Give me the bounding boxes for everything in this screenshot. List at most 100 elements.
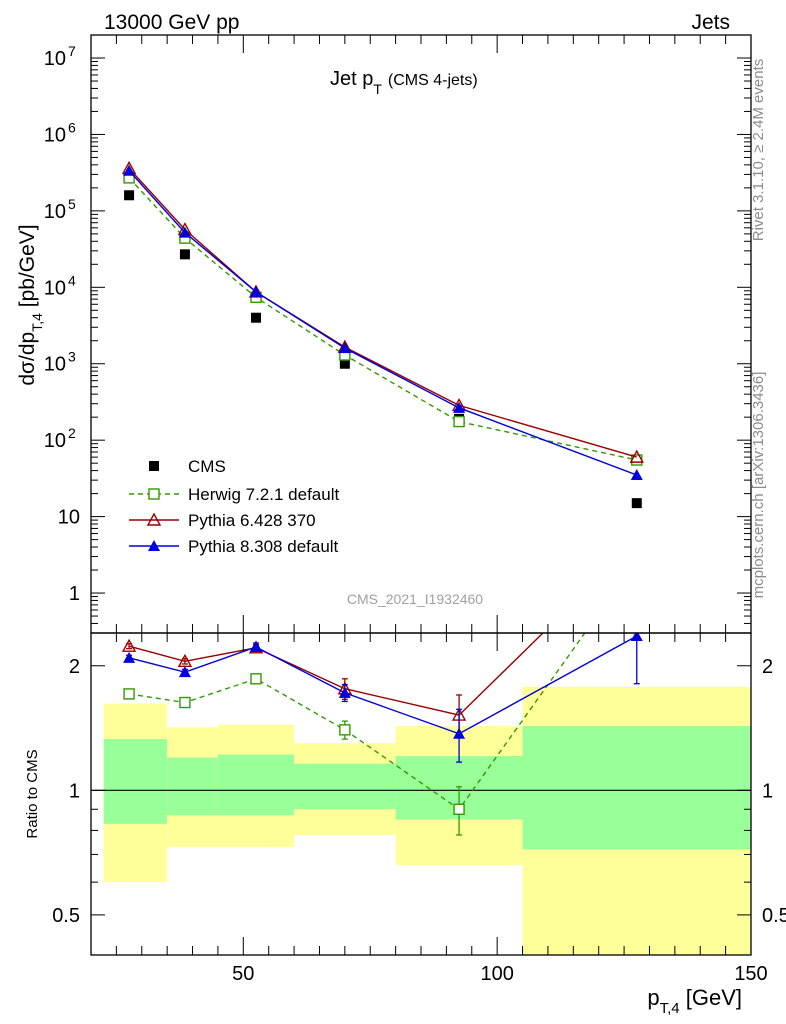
ratio-point <box>123 651 136 663</box>
main-y-tick-exponent: 7 <box>68 43 76 59</box>
legend-item: Herwig 7.2.1 default <box>129 485 339 504</box>
main-y-tick-exponent: 6 <box>68 119 76 135</box>
ratio-y-tick-label-left: 2 <box>69 656 80 678</box>
data-point <box>453 401 466 413</box>
legend-label: CMS <box>188 457 226 476</box>
main-x-ticks <box>115 35 752 633</box>
rivet-version-text: Rivet 3.1.10, ≥ 2.4M events <box>750 59 767 242</box>
inner-band <box>294 763 396 810</box>
inner-band <box>167 757 218 816</box>
data-point <box>124 190 135 201</box>
main-y-tick-label: 10 <box>44 124 66 146</box>
header-left: 13000 GeV pp <box>104 11 239 34</box>
ratio-y-axis-label: Ratio to CMS <box>24 749 41 838</box>
data-point <box>250 285 262 297</box>
main-y-tick-exponent: 4 <box>68 272 76 288</box>
ratio-point <box>339 724 351 736</box>
series-line <box>128 170 638 476</box>
ratio-point <box>123 688 135 700</box>
data-point <box>178 226 191 238</box>
plot-title-note: (CMS 4-jets) <box>388 72 478 89</box>
data-point <box>339 358 350 369</box>
main-y-tick-label: 10 <box>44 201 66 223</box>
legend-marker <box>149 461 159 471</box>
ratio-point <box>121 638 137 652</box>
ratio-point <box>179 696 191 709</box>
ratio-point <box>250 641 262 653</box>
main-y-tick-label: 10 <box>44 354 66 376</box>
data-point <box>123 164 136 176</box>
ratio-y-tick-label-right: 0.5 <box>762 905 786 927</box>
ratio-point <box>631 535 643 546</box>
series-line <box>128 167 637 458</box>
data-point <box>338 342 351 354</box>
series-pythia-6-428-370 <box>121 160 644 463</box>
series-herwig-7-2-1-default <box>123 172 643 466</box>
data-point <box>631 498 642 509</box>
main-y-tick-exponent: 2 <box>68 425 76 441</box>
ratio-line <box>128 633 586 811</box>
mcplots-reference-text: mcplots.cern.ch [arXiv:1306.3436] <box>750 372 767 599</box>
data-point <box>453 415 465 428</box>
y-axis-label: dσ/dpT,4 [pb/GeV] <box>16 224 45 385</box>
ratio-point <box>250 673 262 685</box>
uncertainty-bands <box>103 686 751 955</box>
ratio-point <box>630 633 643 642</box>
legend-marker <box>146 512 162 526</box>
legend-item: Pythia 8.308 default <box>129 537 339 556</box>
ratio-x-tick-label: 150 <box>734 963 767 985</box>
data-point <box>629 449 644 463</box>
legend-item: CMS <box>149 457 226 476</box>
x-axis-label: pT,4 [GeV] <box>647 985 742 1017</box>
plot-title: Jet pT (CMS 4-jets) <box>330 68 478 97</box>
series-pythia-8-308-default <box>123 164 643 481</box>
chart-decorations: Rivet 3.1.10, ≥ 2.4M events mcplots.cern.… <box>750 59 767 599</box>
plot-title-sub: T <box>373 81 382 97</box>
ratio-line <box>128 633 544 716</box>
ratio-y-tick-label-right: 1 <box>762 780 773 802</box>
ratio-point <box>632 555 642 565</box>
inner-band <box>103 739 168 824</box>
main-y-tick-exponent: 5 <box>68 196 76 212</box>
inner-band <box>522 726 751 850</box>
ratio-point <box>338 686 351 698</box>
ratio-y-tick-label-left: 1 <box>69 780 80 802</box>
main-y-tick-label: 10 <box>58 507 80 529</box>
ratio-herwig-7-2-1-default <box>123 555 642 836</box>
main-y-tick-label: 10 <box>44 48 66 70</box>
ratio-line <box>128 635 638 735</box>
ratio-pythia-8-308-default <box>123 633 643 763</box>
legend-label: Herwig 7.2.1 default <box>188 485 339 504</box>
legend-marker <box>148 488 160 500</box>
ratio-series-group <box>121 535 643 836</box>
ratio-x-tick-label: 100 <box>480 963 513 985</box>
main-y-tick-label: 10 <box>44 277 66 299</box>
main-series-group <box>121 160 644 509</box>
inner-band <box>217 754 295 816</box>
ratio-x-ticks: 50 100 150 <box>115 633 768 985</box>
ratio-point <box>453 803 465 815</box>
ratio-y-tick-label-right: 2 <box>762 656 773 678</box>
legend-label: Pythia 6.428 370 <box>188 511 316 530</box>
main-y-tick-label: 10 <box>44 430 66 452</box>
legend: CMS Herwig 7.2.1 default Pythia 6.428 370 P… <box>129 457 339 556</box>
ratio-x-tick-label: 50 <box>232 963 254 985</box>
data-point <box>179 249 190 260</box>
main-y-tick-label: 1 <box>69 583 80 605</box>
series-line <box>128 177 637 461</box>
legend-marker <box>148 540 160 551</box>
ratio-y-tick-label-left: 0.5 <box>52 905 80 927</box>
ratio-point <box>178 666 191 678</box>
analysis-id-watermark: CMS_2021_I1932460 <box>347 591 483 607</box>
ratio-y-ticks: 0.5 0.5 1 1 2 2 <box>52 656 786 956</box>
data-point <box>630 469 643 481</box>
data-point <box>251 312 261 323</box>
header-right: Jets <box>691 11 730 34</box>
main-y-tick-exponent: 3 <box>68 349 76 365</box>
legend-item: Pythia 6.428 370 <box>129 511 316 530</box>
legend-label: Pythia 8.308 default <box>188 537 339 556</box>
